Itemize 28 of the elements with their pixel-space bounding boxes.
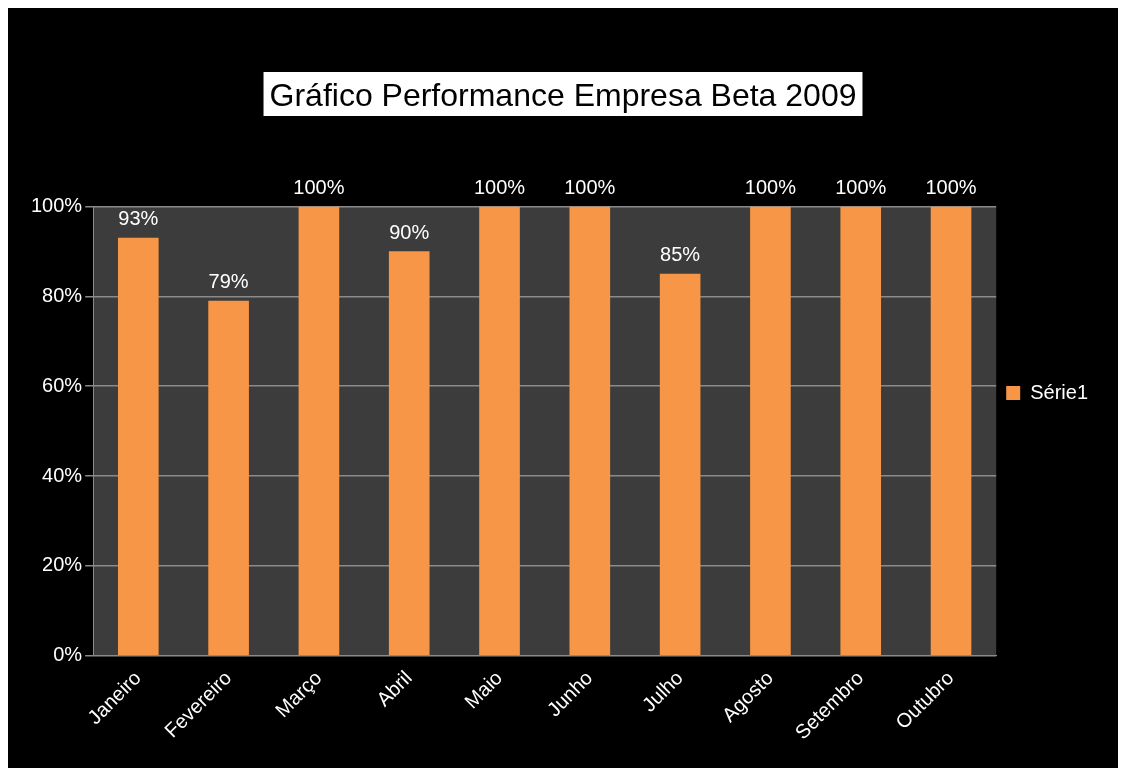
data-label: 100% <box>293 175 345 198</box>
data-label: 100% <box>835 175 887 198</box>
y-tick-label: 60% <box>42 373 83 396</box>
data-label: 100% <box>473 175 526 198</box>
bar <box>569 206 611 655</box>
bar <box>840 206 882 655</box>
data-label: 90% <box>389 220 430 243</box>
bar <box>208 300 249 655</box>
bar <box>659 273 701 655</box>
bar <box>388 251 430 655</box>
y-tick-label: 0% <box>53 643 83 666</box>
data-label: 93% <box>118 207 159 230</box>
legend-label: Série1 <box>1030 380 1088 403</box>
bar <box>479 206 520 655</box>
y-tick-label: 20% <box>42 553 83 576</box>
y-tick-label: 40% <box>42 463 83 486</box>
y-tick-label: 100% <box>31 193 83 216</box>
data-label: 100% <box>744 175 797 198</box>
data-label: 100% <box>564 175 616 198</box>
chart-title: Gráfico Performance Empresa Beta 2009 <box>269 77 857 114</box>
data-label: 100% <box>925 175 977 198</box>
bar <box>750 206 791 655</box>
bar <box>930 206 972 655</box>
bar <box>117 237 159 655</box>
data-label: 85% <box>660 243 701 266</box>
bar <box>298 206 340 655</box>
data-label: 79% <box>208 270 249 293</box>
y-tick-label: 80% <box>42 283 83 306</box>
